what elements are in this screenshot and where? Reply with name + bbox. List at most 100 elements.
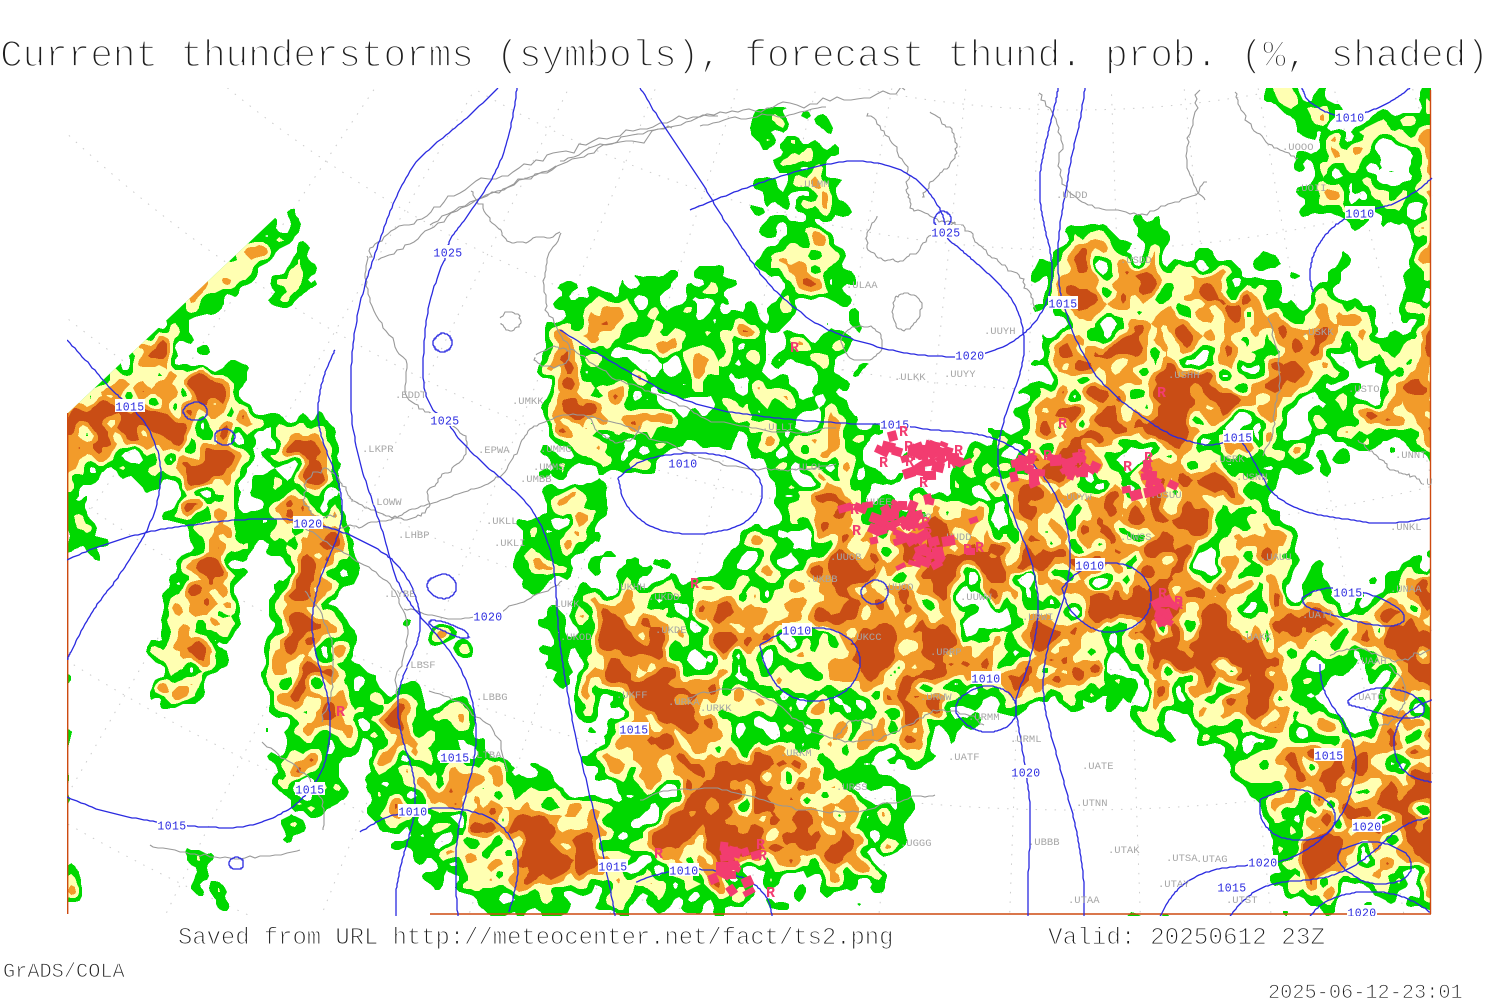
svg-text:R: R <box>1027 447 1036 464</box>
svg-text:.UNKL: .UNKL <box>1390 522 1422 534</box>
svg-text:.URWI: .URWI <box>1022 612 1054 624</box>
svg-text:.UNBB: .UNBB <box>1420 477 1452 489</box>
svg-text:R: R <box>766 885 775 902</box>
svg-text:R: R <box>654 846 663 863</box>
svg-text:.URMM: .URMM <box>968 712 1000 724</box>
svg-text:.UGGG: .UGGG <box>900 838 932 850</box>
svg-text:GrADS/COLA: GrADS/COLA <box>3 961 126 984</box>
svg-text:.EDDT: .EDDT <box>395 390 427 402</box>
svg-text:1020: 1020 <box>293 519 322 532</box>
svg-text:.UUOB: .UUOB <box>830 552 862 564</box>
svg-text:.LUKK: .LUKK <box>548 599 580 611</box>
svg-text:.UTST: .UTST <box>1226 895 1258 907</box>
svg-text:.ULKK: .ULKK <box>894 372 926 384</box>
svg-text:1025: 1025 <box>430 416 459 429</box>
svg-text:.UMBB: .UMBB <box>520 474 552 486</box>
svg-text:R: R <box>758 848 767 865</box>
svg-text:.UUYW: .UUYW <box>1060 492 1092 504</box>
svg-text:.UAAH: .UAAH <box>1355 656 1387 668</box>
svg-text:R: R <box>336 704 345 721</box>
svg-text:.UNAA: .UNAA <box>1390 584 1422 596</box>
svg-text:.URRP: .URRP <box>930 647 962 659</box>
svg-text:R: R <box>1158 586 1167 603</box>
svg-text:.UMMG: .UMMG <box>540 444 572 456</box>
svg-text:Valid: 20250612 23Z: Valid: 20250612 23Z <box>1048 925 1325 952</box>
svg-text:1010: 1010 <box>1075 561 1104 574</box>
svg-text:1020: 1020 <box>1347 908 1376 921</box>
svg-text:.URWW: .URWW <box>920 692 952 704</box>
svg-text:.EPWA: .EPWA <box>478 445 510 457</box>
svg-text:.UATF: .UATF <box>948 752 980 764</box>
svg-text:R: R <box>975 540 984 557</box>
svg-text:Current thunderstorms (symbols: Current thunderstorms (symbols), forecas… <box>0 35 1489 78</box>
svg-text:.UNNT: .UNNT <box>1395 450 1427 462</box>
svg-text:1010: 1010 <box>668 459 697 472</box>
svg-text:.UTAA: .UTAA <box>1068 895 1100 907</box>
svg-text:1015: 1015 <box>1048 299 1077 312</box>
svg-text:R: R <box>923 526 932 543</box>
svg-text:.ULDD: .ULDD <box>1056 190 1088 202</box>
svg-text:.UWSS: .UWSS <box>1120 532 1152 544</box>
svg-text:.UKBB: .UKBB <box>806 574 838 586</box>
svg-text:.UAUU: .UAUU <box>1260 552 1292 564</box>
svg-text:R: R <box>929 537 938 554</box>
svg-text:.URML: .URML <box>1010 734 1042 746</box>
svg-text:.UMKK: .UMKK <box>512 396 544 408</box>
svg-text:1015: 1015 <box>1314 751 1343 764</box>
svg-text:.USDD: .USDD <box>1120 255 1152 267</box>
svg-text:R: R <box>790 340 799 357</box>
svg-text:R: R <box>905 454 914 471</box>
svg-text:R: R <box>1014 457 1023 474</box>
svg-text:R: R <box>1078 453 1087 470</box>
svg-text:.URKM: .URKM <box>780 748 812 760</box>
svg-text:.URSS: .URSS <box>836 782 868 794</box>
svg-text:.ULOL: .ULOL <box>792 462 824 474</box>
svg-text:.UATT: .UATT <box>1302 610 1334 622</box>
svg-text:R: R <box>756 837 765 854</box>
svg-text:.USTO: .USTO <box>1348 384 1380 396</box>
svg-text:.UUOO: .UUOO <box>882 582 914 594</box>
svg-text:1015: 1015 <box>440 753 469 766</box>
svg-text:1015: 1015 <box>1223 433 1252 446</box>
svg-text:.UOII: .UOII <box>1295 183 1327 195</box>
svg-text:.UBBB: .UBBB <box>1028 837 1060 849</box>
svg-text:.UTNN: .UTNN <box>1076 798 1108 810</box>
svg-text:.USNN: .USNN <box>1236 472 1268 484</box>
svg-text:.UTAK: .UTAK <box>1108 845 1140 857</box>
svg-text:R: R <box>954 443 963 460</box>
svg-text:1010: 1010 <box>971 674 1000 687</box>
svg-text:1015: 1015 <box>619 725 648 738</box>
svg-text:.ULMM: .ULMM <box>798 179 830 191</box>
svg-text:R: R <box>852 523 861 540</box>
svg-text:R: R <box>1144 450 1153 467</box>
svg-text:R: R <box>879 455 888 472</box>
svg-text:.UATE: .UATE <box>1082 761 1114 773</box>
svg-text:.UKCC: .UKCC <box>850 632 882 644</box>
svg-text:1015: 1015 <box>115 402 144 415</box>
svg-text:.URKK: .URKK <box>700 703 732 715</box>
svg-text:.LYBE: .LYBE <box>384 589 416 601</box>
svg-text:R: R <box>904 439 913 456</box>
svg-text:.ULAA: .ULAA <box>846 280 878 292</box>
svg-text:R: R <box>963 542 972 559</box>
svg-text:R: R <box>1144 464 1153 481</box>
svg-text:R: R <box>912 448 921 465</box>
svg-text:R: R <box>850 502 859 519</box>
svg-text:.USHH: .USHH <box>1168 370 1200 382</box>
svg-text:R: R <box>1058 416 1067 433</box>
svg-text:R: R <box>890 505 899 522</box>
svg-text:.UMMS: .UMMS <box>533 462 565 474</box>
svg-text:1015: 1015 <box>295 785 324 798</box>
svg-text:R: R <box>919 475 928 492</box>
svg-text:.LTBA: .LTBA <box>470 750 502 762</box>
svg-text:1010: 1010 <box>669 866 698 879</box>
svg-text:.UKLI: .UKLI <box>494 538 526 550</box>
svg-text:.UTSA: .UTSA <box>1166 853 1198 865</box>
svg-text:.UUYY: .UUYY <box>944 369 976 381</box>
svg-text:1015: 1015 <box>598 862 627 875</box>
svg-text:R: R <box>1174 597 1183 614</box>
svg-text:.UATG: .UATG <box>1352 692 1384 704</box>
svg-text:R: R <box>907 519 916 536</box>
svg-text:Saved from URL http://meteocen: Saved from URL http://meteocenter.net/fa… <box>178 925 893 952</box>
svg-text:.UUWW: .UUWW <box>960 592 992 604</box>
